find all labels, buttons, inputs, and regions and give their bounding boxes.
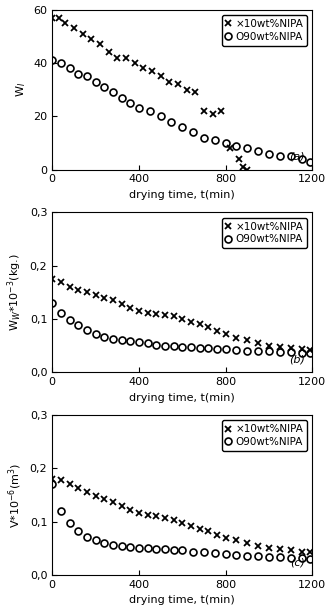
Y-axis label: V*10$^{-6}$(m$^3$): V*10$^{-6}$(m$^3$) bbox=[7, 463, 24, 528]
X-axis label: drying time, t(min): drying time, t(min) bbox=[129, 596, 235, 606]
Legend: ×10wt%NIPA, O90wt%NIPA: ×10wt%NIPA, O90wt%NIPA bbox=[221, 420, 307, 451]
X-axis label: drying time, t(min): drying time, t(min) bbox=[129, 393, 235, 403]
Legend: ×10wt%NIPA, O90wt%NIPA: ×10wt%NIPA, O90wt%NIPA bbox=[221, 218, 307, 249]
Text: (c): (c) bbox=[290, 557, 304, 567]
Y-axis label: W$_I$: W$_I$ bbox=[14, 82, 28, 97]
Text: (a): (a) bbox=[289, 152, 304, 161]
X-axis label: drying time, t(min): drying time, t(min) bbox=[129, 190, 235, 200]
Y-axis label: W$_W$*10$^{-3}$(kg.): W$_W$*10$^{-3}$(kg.) bbox=[6, 254, 24, 331]
Text: (b): (b) bbox=[289, 354, 304, 364]
Legend: ×10wt%NIPA, O90wt%NIPA: ×10wt%NIPA, O90wt%NIPA bbox=[221, 15, 307, 46]
